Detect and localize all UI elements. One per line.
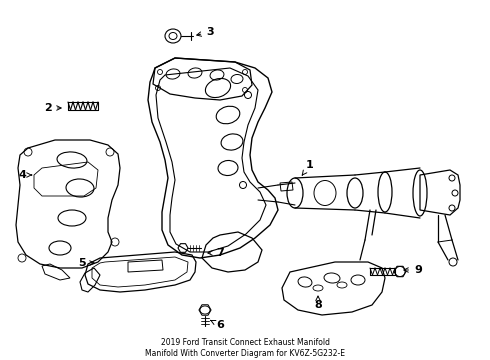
Text: 6: 6 <box>211 320 224 330</box>
Text: 2019 Ford Transit Connect Exhaust Manifold
Manifold With Converter Diagram for K: 2019 Ford Transit Connect Exhaust Manifo… <box>145 338 345 358</box>
Text: 8: 8 <box>314 296 322 310</box>
Text: 5: 5 <box>78 258 94 268</box>
Text: 7: 7 <box>208 248 224 258</box>
Text: 3: 3 <box>197 27 214 37</box>
Text: 1: 1 <box>302 160 314 175</box>
Text: 2: 2 <box>44 103 61 113</box>
Text: 4: 4 <box>18 170 32 180</box>
Text: 9: 9 <box>404 265 422 275</box>
